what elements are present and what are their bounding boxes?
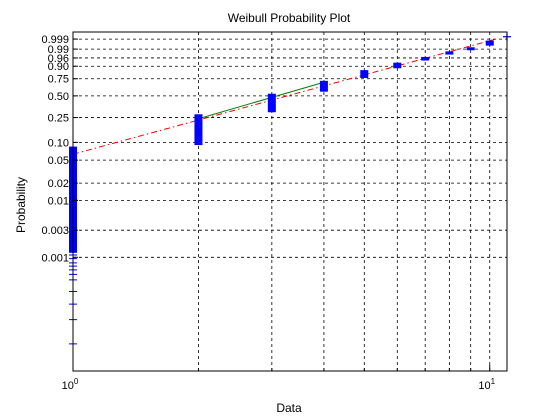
y-axis-label: Probability — [14, 177, 28, 233]
y-tick-label: 0.01 — [48, 195, 69, 207]
data-point-group — [445, 51, 454, 55]
x-tick-label: 100 — [62, 377, 79, 392]
y-tick-label: 0.75 — [48, 74, 69, 86]
y-tick-label: 0.001 — [41, 252, 69, 264]
data-point-group — [267, 93, 276, 113]
fit-line-solid — [198, 81, 325, 120]
y-tick-label: 0.05 — [48, 155, 69, 167]
y-tick-label: 0.999 — [41, 34, 69, 46]
grid-lines — [72, 32, 507, 371]
chart-title: Weibull Probability Plot — [228, 11, 351, 25]
data-point-group — [194, 114, 203, 146]
y-tick-label: 0.02 — [48, 178, 69, 190]
y-tick-label: 0.25 — [48, 113, 69, 125]
data-point-group — [421, 56, 430, 61]
y-tick-label: 0.96 — [48, 53, 69, 65]
x-axis-ticks: 100 101 — [62, 365, 496, 392]
y-tick-label: 0.10 — [48, 137, 69, 149]
y-tick-label: 0.003 — [41, 225, 69, 237]
y-tick-label: 0.50 — [48, 91, 69, 103]
data-point-group — [319, 80, 328, 92]
data-point-group — [393, 62, 402, 69]
x-tick-label: 101 — [478, 377, 495, 392]
data-point-group — [485, 40, 494, 46]
data-point-group — [466, 47, 475, 51]
x-axis-label: Data — [276, 401, 302, 415]
data-point-group — [360, 70, 369, 79]
y-tick-label: 0.99 — [48, 44, 69, 56]
plot-frame — [72, 31, 508, 372]
y-tick-label: 0.90 — [48, 61, 69, 73]
plot-area — [73, 32, 507, 371]
